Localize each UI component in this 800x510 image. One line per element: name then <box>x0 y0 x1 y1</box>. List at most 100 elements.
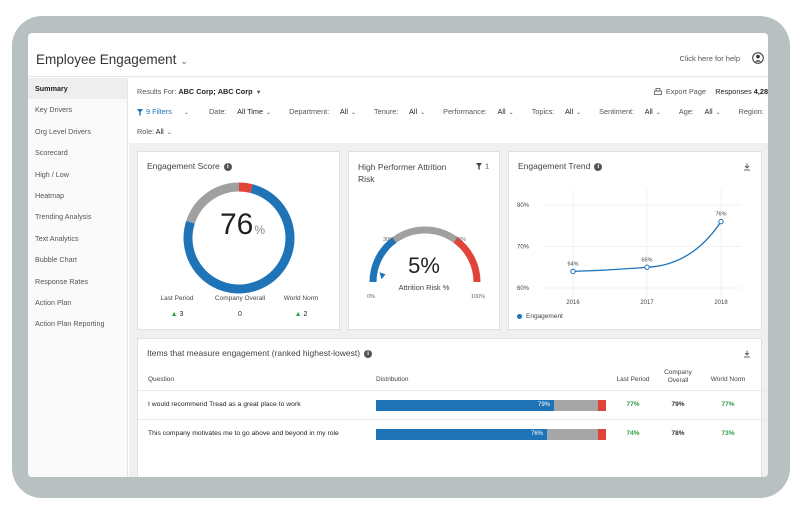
filter-value: All <box>408 107 418 116</box>
filter-dropdown[interactable]: Department: All ⌄ <box>289 107 365 116</box>
col-header-company-overall: Company Overall <box>664 369 692 384</box>
sidebar-item[interactable]: Bubble Chart <box>35 255 77 265</box>
distribution-bar[interactable]: 79% <box>376 400 606 411</box>
data-point[interactable] <box>718 218 724 225</box>
responses-count: Responses 4,28 <box>715 87 768 96</box>
filter-dropdown[interactable]: Region: All⌄ <box>739 107 768 116</box>
export-page-label: Export Page <box>665 87 706 96</box>
favorable-label: 76% <box>531 431 544 437</box>
printer-icon <box>653 88 662 95</box>
favorable-segment <box>376 400 554 411</box>
export-page-button[interactable]: Export Page <box>653 87 706 96</box>
distribution-bar[interactable]: 76% <box>376 429 606 440</box>
download-icon[interactable] <box>743 163 751 171</box>
chevron-down-icon: ⌄ <box>180 56 188 66</box>
col-header-last-period: Last Period <box>616 376 650 383</box>
engagement-items-card: Items that measure engagement (ranked hi… <box>137 338 768 477</box>
unfavorable-segment <box>598 429 606 440</box>
filter-value: All Time <box>237 107 264 116</box>
filter-value: All <box>704 107 713 116</box>
filter-icon <box>137 108 143 116</box>
filter-value: All <box>565 107 574 116</box>
favorable-label: 79% <box>538 402 551 408</box>
filter-dropdown[interactable]: Performance: All ⌄ <box>443 107 523 116</box>
sidebar-item[interactable]: High / Low <box>35 169 69 179</box>
donut-segment-gray <box>186 182 240 224</box>
results-for[interactable]: Results For: ABC Corp; ABC Corp ▼ <box>137 87 262 96</box>
attrition-risk-card: High Performer Attrition Risk 1 30% 70% 0… <box>348 151 500 330</box>
page-title-dropdown[interactable]: Employee Engagement ⌄ <box>36 52 188 67</box>
sidebar-item[interactable]: Key Drivers <box>35 105 73 115</box>
filter-dropdown[interactable]: Tenure: All ⌄ <box>374 107 434 116</box>
table-row[interactable]: I would recommend Tread as a great place… <box>138 390 768 418</box>
y-tick-label: 60% <box>517 286 530 292</box>
last-period-value: 77% <box>626 401 640 408</box>
sidebar-item[interactable]: Text Analytics <box>35 233 79 243</box>
filter-dropdown[interactable]: Age: All ⌄ <box>679 107 730 116</box>
app-screen: Employee Engagement ⌄ Click here for help… <box>28 33 768 477</box>
attrition-filter-button[interactable]: 1 <box>476 163 489 170</box>
x-tick-label: 2016 <box>566 300 580 306</box>
chevron-down-icon: ⌄ <box>350 110 356 116</box>
filter-value: All <box>497 107 506 116</box>
trend-legend: Engagement <box>517 313 563 320</box>
sidebar-item[interactable]: Action Plan Reporting <box>35 319 105 329</box>
filter-label: Region: <box>738 107 764 116</box>
sidebar-item[interactable]: Action Plan <box>35 297 72 307</box>
engagement-trend-card: Engagement Trend i 60% 70% 80% 2016 2017 2018 6… <box>508 151 762 330</box>
filter-value: All <box>644 107 653 116</box>
data-point[interactable] <box>644 264 650 270</box>
sidebar-item[interactable]: Scorecard <box>35 148 68 158</box>
sidebar-item[interactable]: Heatmap <box>35 190 65 200</box>
sidebar-item[interactable]: Response Rates <box>35 276 89 286</box>
user-icon[interactable] <box>752 52 764 64</box>
items-table-title: Items that measure engagement (ranked hi… <box>147 348 373 358</box>
y-tick-label: 70% <box>517 245 530 251</box>
trend-legend-label: Engagement <box>526 313 563 320</box>
info-icon[interactable]: i <box>364 349 373 358</box>
data-point[interactable] <box>570 268 576 275</box>
gauge-tick-30: 30% <box>383 237 395 243</box>
engagement-score-title: Engagement Score i <box>147 161 232 171</box>
gauge-arc-low <box>369 237 397 283</box>
filter-dropdown[interactable]: Sentiment: All ⌄ <box>599 107 670 116</box>
sidebar-item[interactable]: Summary <box>28 78 127 100</box>
table-row[interactable]: This company motivates me to go above an… <box>138 419 768 447</box>
info-icon[interactable]: i <box>594 162 603 171</box>
filter-dropdown[interactable]: Date: All Time ⌄ <box>209 107 280 116</box>
chevron-down-icon: ▼ <box>255 90 262 96</box>
filter-row: 9 Filters ⌄ Date: All Time ⌄ Department: Al… <box>137 107 768 116</box>
x-tick-label: 2017 <box>640 300 654 306</box>
gauge-tick-70: 70% <box>455 237 467 243</box>
download-icon[interactable] <box>743 350 751 358</box>
attrition-risk-title: High Performer Attrition Risk <box>358 162 447 184</box>
world-norm-value: 77% <box>721 401 735 408</box>
filter-role[interactable]: Role: All ⌄ <box>137 127 172 136</box>
filter-icon <box>476 163 483 170</box>
engagement-score-value: 76% <box>220 208 266 241</box>
chevron-down-icon: ⌄ <box>266 110 272 116</box>
legend-dot <box>517 313 522 319</box>
help-link[interactable]: Click here for help <box>679 54 740 63</box>
page-title: Employee Engagement <box>36 52 177 67</box>
filter-label: Performance: <box>443 107 487 116</box>
col-header-question: Question <box>148 376 175 383</box>
filter-label: Sentiment: <box>599 107 635 116</box>
sidebar-item[interactable]: Trending Analysis <box>35 212 92 222</box>
up-arrow-icon: ▲ <box>170 311 178 318</box>
attrition-risk-value: 5% <box>408 253 440 278</box>
filter-dropdown[interactable]: Topics: All ⌄ <box>532 107 590 116</box>
comparison-label: World Norm <box>283 295 319 302</box>
data-label: 76% <box>715 212 726 218</box>
world-norm-value: 73% <box>721 430 735 437</box>
col-header-distribution: Distribution <box>376 376 409 383</box>
filters-toggle[interactable]: 9 Filters ⌄ <box>137 107 198 116</box>
info-icon[interactable]: i <box>223 162 232 171</box>
sidebar-item[interactable]: Org Level Drivers <box>35 126 91 136</box>
chevron-down-icon: ⌄ <box>508 110 514 116</box>
question-text: I would recommend Tread as a great place… <box>148 401 301 408</box>
comparison-value: 0 <box>238 311 242 318</box>
gauge-tick-0: 0% <box>367 294 375 300</box>
filter-role-label: Role: <box>137 127 155 136</box>
top-bar: Employee Engagement ⌄ Click here for help <box>28 33 768 77</box>
